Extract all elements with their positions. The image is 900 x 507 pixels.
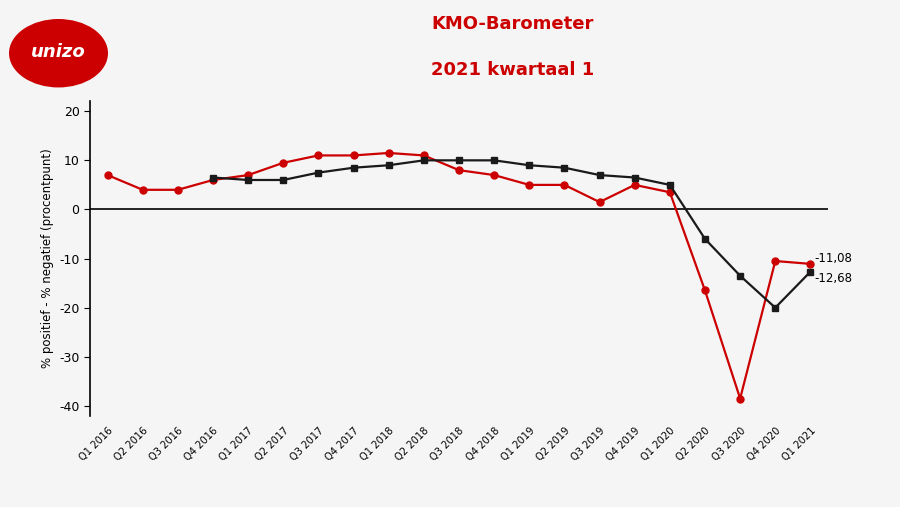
- Ellipse shape: [9, 19, 108, 87]
- Voortschrijdend gemiddelde (4 kwartalen): [313, 169, 324, 175]
- Voortschrijdend gemiddelde (4 kwartalen): [489, 157, 500, 163]
- Line: KMO-Barometer: KMO-Barometer: [104, 150, 814, 402]
- KMO-Barometer: [454, 167, 464, 173]
- KMO-Barometer: [138, 187, 148, 193]
- Voortschrijdend gemiddelde (4 kwartalen): [243, 177, 254, 183]
- Voortschrijdend gemiddelde (4 kwartalen): [208, 174, 219, 180]
- KMO-Barometer: [699, 287, 710, 294]
- Line: Voortschrijdend gemiddelde (4 kwartalen): Voortschrijdend gemiddelde (4 kwartalen): [210, 157, 814, 311]
- Voortschrijdend gemiddelde (4 kwartalen): [348, 165, 359, 171]
- KMO-Barometer: [418, 153, 429, 159]
- Voortschrijdend gemiddelde (4 kwartalen): [278, 177, 289, 183]
- KMO-Barometer: [770, 258, 780, 264]
- Voortschrijdend gemiddelde (4 kwartalen): [594, 172, 605, 178]
- Text: unizo: unizo: [32, 43, 86, 61]
- KMO-Barometer: [524, 182, 535, 188]
- KMO-Barometer: [313, 153, 324, 159]
- Voortschrijdend gemiddelde (4 kwartalen): [524, 162, 535, 168]
- KMO-Barometer: [734, 395, 745, 402]
- Voortschrijdend gemiddelde (4 kwartalen): [418, 157, 429, 163]
- Voortschrijdend gemiddelde (4 kwartalen): [699, 236, 710, 242]
- Voortschrijdend gemiddelde (4 kwartalen): [770, 305, 780, 311]
- KMO-Barometer: [173, 187, 184, 193]
- KMO-Barometer: [383, 150, 394, 156]
- KMO-Barometer: [664, 189, 675, 195]
- Voortschrijdend gemiddelde (4 kwartalen): [734, 273, 745, 279]
- KMO-Barometer: [594, 199, 605, 205]
- Text: -12,68: -12,68: [814, 272, 852, 284]
- Voortschrijdend gemiddelde (4 kwartalen): [664, 182, 675, 188]
- Voortschrijdend gemiddelde (4 kwartalen): [805, 269, 815, 275]
- KMO-Barometer: [489, 172, 500, 178]
- KMO-Barometer: [348, 153, 359, 159]
- Voortschrijdend gemiddelde (4 kwartalen): [629, 174, 640, 180]
- KMO-Barometer: [243, 172, 254, 178]
- Voortschrijdend gemiddelde (4 kwartalen): [454, 157, 464, 163]
- KMO-Barometer: [208, 177, 219, 183]
- KMO-Barometer: [278, 160, 289, 166]
- KMO-Barometer: [559, 182, 570, 188]
- Y-axis label: % positief - % negatief (procentpunt): % positief - % negatief (procentpunt): [40, 149, 54, 369]
- KMO-Barometer: [805, 261, 815, 267]
- KMO-Barometer: [103, 172, 113, 178]
- Voortschrijdend gemiddelde (4 kwartalen): [559, 165, 570, 171]
- Text: -11,08: -11,08: [814, 252, 851, 265]
- Text: 2021 kwartaal 1: 2021 kwartaal 1: [431, 61, 595, 79]
- Voortschrijdend gemiddelde (4 kwartalen): [383, 162, 394, 168]
- Text: KMO-Barometer: KMO-Barometer: [432, 15, 594, 33]
- KMO-Barometer: [629, 182, 640, 188]
